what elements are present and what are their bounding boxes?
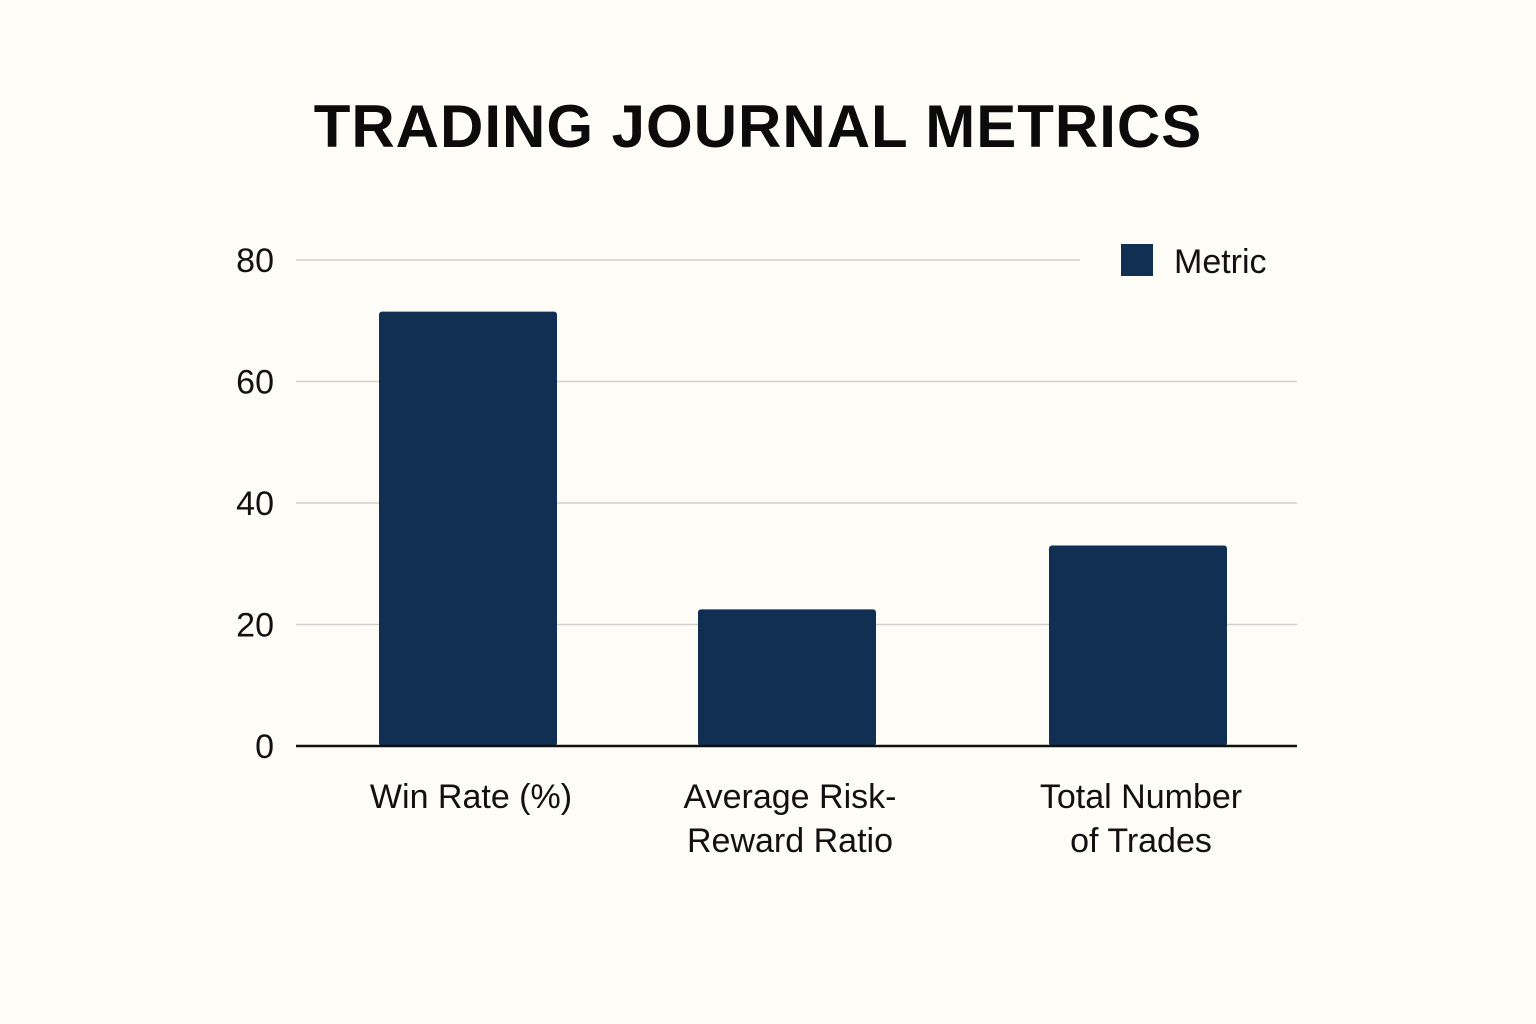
x-category-label: Total Number of Trades xyxy=(1040,778,1242,860)
y-axis-ticks: 0 20 40 60 80 xyxy=(236,242,274,766)
y-tick-label: 40 xyxy=(236,485,274,523)
bar xyxy=(379,311,557,746)
bar xyxy=(698,609,876,746)
bar xyxy=(1049,545,1227,746)
legend-swatch xyxy=(1121,244,1153,276)
bars xyxy=(379,311,1227,746)
y-tick-label: 20 xyxy=(236,607,274,645)
x-axis-category-labels: Win Rate (%) Average Risk-Reward Ratio Tot… xyxy=(370,778,1242,860)
legend-label: Metric xyxy=(1174,243,1267,281)
y-tick-label: 60 xyxy=(236,364,274,402)
y-tick-label: 0 xyxy=(255,728,274,766)
y-tick-label: 80 xyxy=(236,242,274,280)
chart-title: TRADING JOURNAL METRICS xyxy=(313,93,1203,160)
legend: Metric xyxy=(1121,243,1267,281)
x-category-label: Win Rate (%) xyxy=(370,778,572,816)
x-category-label: Average Risk-Reward Ratio xyxy=(684,778,897,860)
